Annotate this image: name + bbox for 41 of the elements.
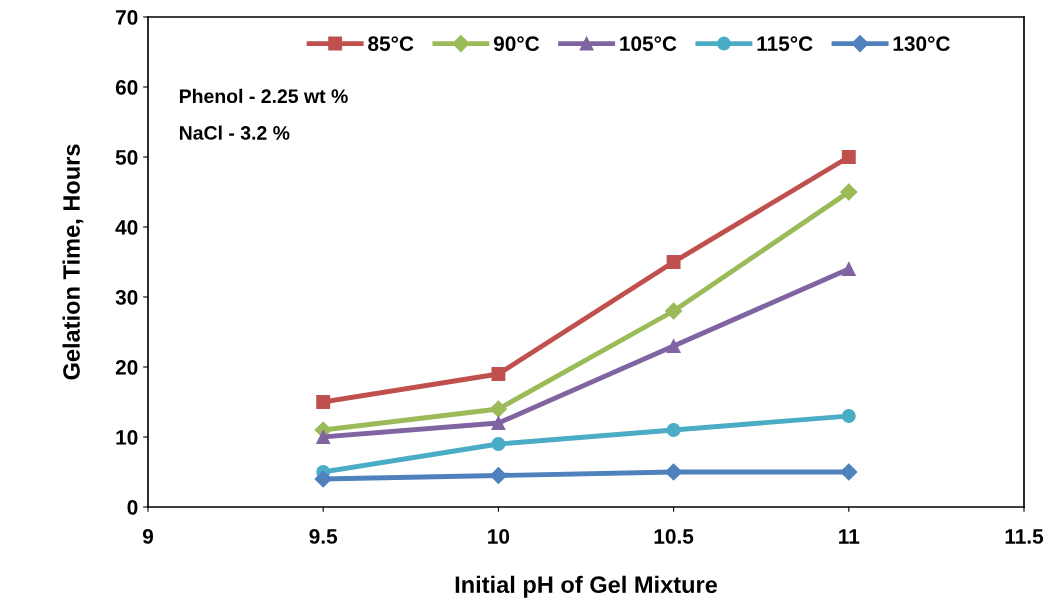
x-tick-label: 9 (142, 529, 154, 544)
x-tick-label: 10 (488, 529, 510, 544)
point (840, 463, 858, 481)
x-tick-label: 10.5 (654, 529, 694, 544)
point (666, 255, 681, 269)
point (489, 466, 507, 485)
point (491, 367, 506, 381)
legend-label: 90°C (493, 36, 540, 52)
x-tick-label: 11 (839, 529, 860, 544)
x-tick-label: 11.5 (1005, 529, 1044, 544)
point (665, 463, 683, 481)
point (489, 400, 507, 418)
y-tick-label: 50 (115, 150, 138, 165)
y-tick-label: 40 (115, 220, 138, 235)
point (665, 302, 683, 320)
legend-label: 85°C (368, 36, 414, 52)
point (840, 183, 858, 201)
point (316, 430, 331, 444)
y-tick-label: 20 (115, 360, 138, 375)
point (491, 416, 506, 430)
legend-label: 115°C (757, 36, 813, 52)
annotation: Phenol - 2.25 wt % (179, 88, 348, 104)
point (491, 437, 506, 451)
y-axis-title: Gelation Time, Hours (62, 144, 84, 380)
y-tick-label: 0 (127, 500, 138, 515)
legend-label: 105°C (620, 36, 677, 52)
point (841, 409, 856, 423)
legend-label: 130°C (893, 36, 950, 52)
x-axis-title: Initial pH of Gel Mixture (455, 575, 718, 598)
annotation: NaCl - 3.2 % (179, 125, 290, 140)
point (666, 339, 681, 353)
y-tick-label: 60 (115, 80, 138, 95)
point (841, 262, 856, 276)
point (316, 395, 331, 409)
y-tick-label: 10 (116, 430, 138, 445)
point (314, 470, 332, 488)
point (666, 423, 681, 437)
y-tick-label: 70 (116, 10, 138, 25)
point (841, 150, 856, 164)
y-tick-label: 30 (115, 290, 138, 305)
x-tick-label: 9.5 (309, 529, 338, 544)
